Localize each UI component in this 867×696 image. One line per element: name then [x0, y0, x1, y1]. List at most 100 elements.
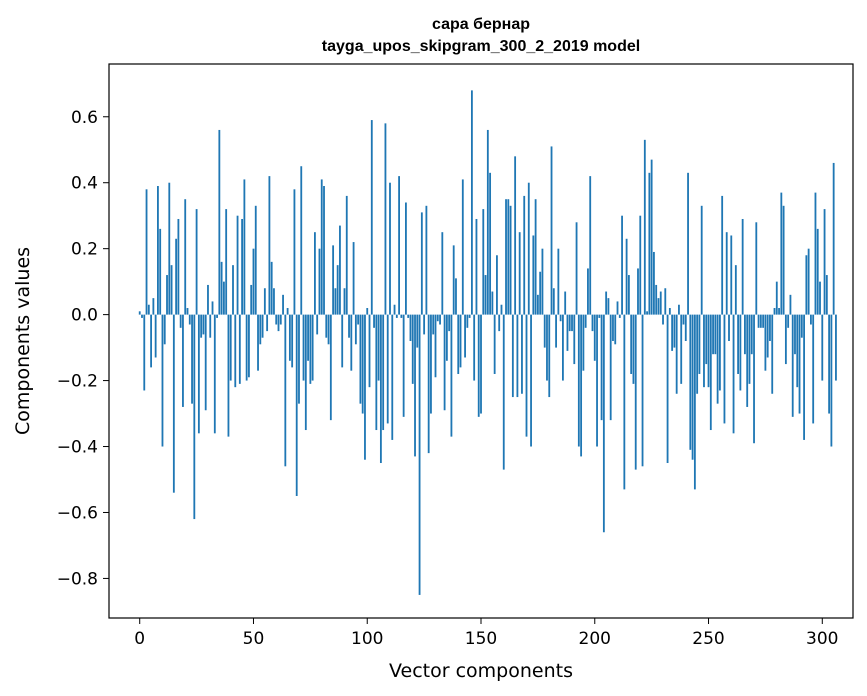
bar — [266, 314, 269, 332]
y-tick-label: 0.6 — [71, 108, 98, 128]
bar — [596, 314, 598, 447]
bar — [616, 301, 619, 315]
bar — [530, 314, 532, 447]
bar — [632, 314, 635, 384]
bar — [293, 189, 296, 315]
bar — [393, 304, 396, 315]
bar — [316, 314, 319, 335]
bar — [823, 209, 826, 315]
bar — [525, 314, 528, 437]
bar — [559, 314, 562, 322]
bar — [382, 314, 385, 431]
bar — [630, 314, 633, 374]
bar — [161, 314, 164, 447]
y-tick-label: 0.0 — [71, 306, 98, 326]
y-tick-label: −0.8 — [57, 569, 98, 589]
y-axis: −0.8 −0.6 −0.4 −0.2 0.0 0.2 0.4 0.6 — [57, 108, 109, 589]
bar — [634, 314, 637, 470]
bar — [188, 314, 191, 325]
bar — [350, 314, 353, 371]
bar — [536, 294, 539, 315]
bar — [459, 314, 462, 368]
bar — [432, 314, 435, 335]
bar — [546, 314, 548, 381]
bar — [414, 314, 416, 457]
bar — [814, 192, 817, 315]
bar — [286, 308, 289, 315]
bar — [700, 205, 703, 315]
bar — [812, 314, 815, 424]
y-tick-label: −0.4 — [57, 438, 98, 458]
bar — [741, 218, 744, 315]
bar — [177, 218, 180, 315]
bar — [725, 232, 728, 315]
bar — [552, 288, 555, 315]
bar — [539, 271, 542, 315]
bar — [721, 195, 724, 315]
bar — [509, 205, 512, 315]
chart-subtitle: tayga_upos_skipgram_300_2_2019 model — [322, 38, 640, 55]
bar — [825, 275, 828, 315]
bar — [218, 129, 221, 315]
bar — [373, 314, 375, 328]
bar — [450, 314, 453, 437]
bar — [302, 314, 305, 381]
bar — [370, 120, 373, 315]
bar — [691, 314, 694, 460]
bar — [398, 176, 400, 315]
bar — [746, 314, 749, 407]
bar — [441, 232, 444, 315]
bar — [418, 314, 421, 595]
bar — [295, 314, 298, 496]
bar — [516, 314, 519, 398]
bar — [557, 248, 560, 315]
bar — [464, 314, 466, 358]
bar — [589, 176, 592, 315]
bar — [366, 308, 369, 315]
chart-title: сара бернар — [432, 16, 530, 33]
bar — [750, 314, 753, 355]
bar — [391, 314, 394, 440]
bar — [157, 186, 159, 315]
x-tick-label: 200 — [579, 629, 611, 649]
bar — [521, 314, 523, 394]
bar — [152, 298, 155, 315]
bar — [543, 314, 546, 348]
bar — [598, 314, 601, 318]
bar — [389, 182, 391, 315]
bar — [728, 314, 730, 341]
bar — [678, 304, 680, 315]
bar — [323, 186, 325, 315]
bar — [468, 314, 471, 318]
bar — [810, 314, 812, 325]
bar — [805, 255, 808, 315]
bar — [241, 218, 244, 315]
bar — [684, 314, 687, 341]
bar — [830, 314, 833, 447]
bar — [409, 314, 412, 341]
bar — [291, 314, 294, 368]
y-tick-label: 0.2 — [71, 240, 98, 260]
bar — [593, 314, 596, 361]
bar — [832, 162, 835, 315]
bar — [627, 275, 630, 315]
bar — [263, 288, 266, 315]
bar — [571, 314, 573, 332]
bar — [723, 314, 726, 424]
bar — [502, 314, 505, 470]
bar — [448, 314, 451, 332]
bar — [364, 314, 366, 460]
bar — [637, 268, 639, 315]
bar — [762, 314, 765, 328]
bar — [639, 215, 642, 315]
bar — [191, 314, 193, 404]
bar — [354, 314, 357, 345]
bar — [259, 314, 262, 345]
bar — [673, 314, 676, 348]
bar — [150, 314, 152, 368]
bar — [182, 314, 184, 407]
x-tick-label: 250 — [692, 629, 724, 649]
bar — [238, 314, 241, 384]
bar — [204, 314, 207, 411]
bar — [477, 314, 480, 417]
